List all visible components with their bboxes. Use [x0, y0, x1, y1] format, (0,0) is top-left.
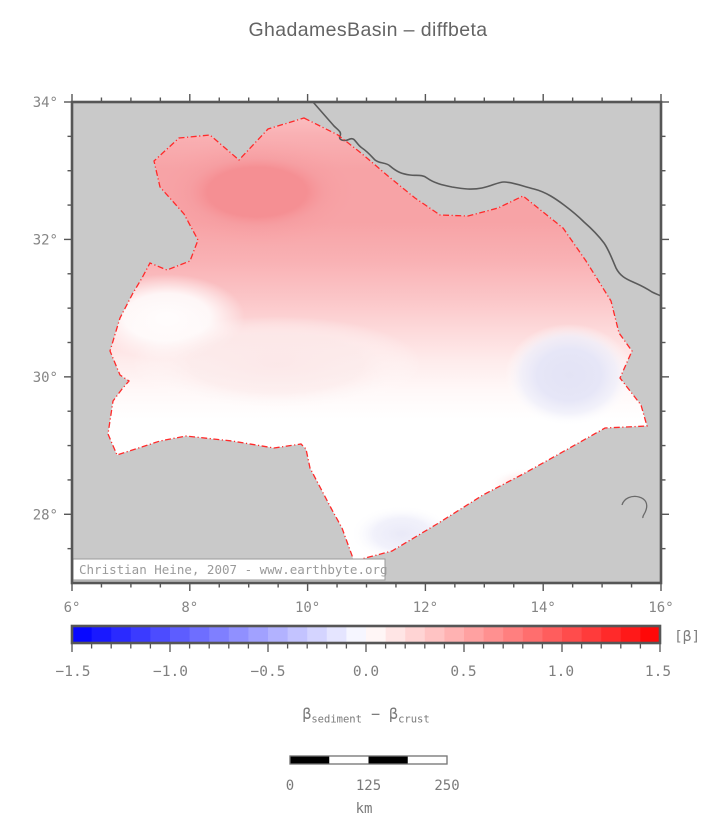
map-panel: Christian Heine, 2007 - www.earthbyte.or…	[64, 94, 669, 591]
colorbar-ticks	[71, 643, 661, 652]
lon-label-16: 16°	[648, 600, 673, 616]
cb-label-0p0: 0.0	[353, 664, 379, 680]
beta-difference-label: βsediment − βcrust	[302, 705, 429, 726]
cb-label-neg1p5: −1.5	[56, 664, 91, 680]
scalebar-border	[289, 755, 448, 765]
watermark-text: Christian Heine, 2007 - www.earthbyte.or…	[79, 562, 388, 577]
figure-title: GhadamesBasin – diffbeta	[248, 19, 487, 41]
scalebar-segment-black-2	[368, 756, 408, 764]
cb-label-1p5: 1.5	[645, 664, 671, 680]
coastline	[312, 101, 662, 297]
cb-label-neg1p0: −1.0	[153, 664, 188, 680]
colorbar-frame	[70, 624, 662, 645]
distance-scalebar	[289, 755, 448, 765]
lon-label-14: 14°	[531, 600, 556, 616]
cb-label-neg0p5: −0.5	[251, 664, 286, 680]
beta-symbol-sediment: β	[302, 705, 311, 723]
lon-label-10: 10°	[295, 600, 320, 616]
scalebar-label-250: 250	[434, 778, 459, 794]
cb-label-0p5: 0.5	[450, 664, 476, 680]
crust-subscript: crust	[398, 714, 430, 726]
lat-label-32: 32°	[33, 232, 58, 248]
lon-label-12: 12°	[413, 600, 438, 616]
scalebar-unit-label: km	[356, 801, 373, 817]
colorbar	[70, 624, 662, 652]
sediment-subscript: sediment	[311, 714, 362, 726]
lon-label-8: 8°	[181, 600, 198, 616]
scalebar-segment-black-1	[290, 756, 330, 764]
scalebar-label-125: 125	[356, 778, 381, 794]
faint-pink-band	[112, 302, 452, 432]
lat-label-34: 34°	[33, 95, 58, 111]
lat-label-28: 28°	[33, 507, 58, 523]
scalebar-label-0: 0	[286, 778, 294, 794]
beta-symbol-crust: β	[389, 705, 398, 723]
colorbar-unit-label: [β]	[674, 629, 700, 645]
lat-label-30: 30°	[33, 370, 58, 386]
cb-label-1p0: 1.0	[548, 664, 574, 680]
coastline-islet	[621, 495, 648, 519]
colorbar-segments	[72, 626, 661, 643]
lon-label-6: 6°	[64, 600, 81, 616]
map-frame	[70, 100, 663, 585]
minus-sign: −	[362, 705, 389, 723]
